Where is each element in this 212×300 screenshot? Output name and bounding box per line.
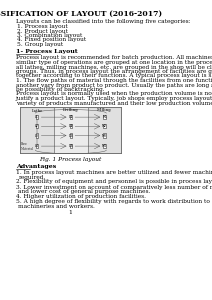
Text: L2: L2: [35, 124, 39, 128]
Text: 4. Higher utilization of production facilities.: 4. Higher utilization of production faci…: [16, 194, 146, 199]
Text: 3. Combination layout: 3. Combination layout: [17, 33, 82, 38]
FancyBboxPatch shape: [36, 134, 38, 138]
Text: 5. A high degree of flexibility with regards to work distribution to: 5. A high degree of flexibility with reg…: [16, 199, 209, 204]
Text: D1: D1: [68, 115, 73, 119]
FancyBboxPatch shape: [103, 144, 106, 148]
Text: Process layout is recommended for batch production. All machines performing: Process layout is recommended for batch …: [16, 56, 212, 61]
FancyBboxPatch shape: [54, 107, 88, 153]
Text: 1. Process layout: 1. Process layout: [17, 24, 67, 29]
Text: L4: L4: [35, 144, 39, 148]
Text: 1: 1: [68, 211, 72, 215]
Text: L3: L3: [35, 134, 39, 137]
FancyBboxPatch shape: [88, 107, 121, 153]
Text: be possibility of backtracking.: be possibility of backtracking.: [16, 87, 104, 92]
Text: M4: M4: [102, 144, 107, 148]
Text: 5. Group layout: 5. Group layout: [17, 42, 63, 47]
Text: 2. Flexibility of equipment and personnel is possible in process layout.: 2. Flexibility of equipment and personne…: [16, 179, 212, 184]
FancyBboxPatch shape: [103, 134, 106, 138]
Text: Milling: Milling: [97, 109, 112, 112]
FancyBboxPatch shape: [103, 124, 106, 128]
FancyBboxPatch shape: [20, 107, 121, 153]
Text: CLASSIFICATION OF LAYOUT (2016-2017): CLASSIFICATION OF LAYOUT (2016-2017): [0, 10, 162, 18]
FancyBboxPatch shape: [36, 124, 38, 128]
Text: 1. The flow paths of material through the facilities from one functional area to: 1. The flow paths of material through th…: [16, 78, 212, 83]
FancyBboxPatch shape: [103, 115, 106, 119]
FancyBboxPatch shape: [70, 144, 72, 148]
Text: variety of products manufactured and their low production volumes.: variety of products manufactured and the…: [16, 100, 212, 106]
Text: Process layout is normally used when the production volume is not sufficient to: Process layout is normally used when the…: [16, 92, 212, 97]
Text: required.: required.: [18, 175, 46, 179]
Text: groups. Thus, in process layout the arrangement of facilities are grouped: groups. Thus, in process layout the arra…: [16, 69, 212, 74]
FancyBboxPatch shape: [36, 144, 38, 148]
Text: 1- Process Layout: 1- Process Layout: [16, 50, 77, 55]
Text: M2: M2: [102, 124, 107, 128]
Text: together according to their functions. A typical process layout is shown in Fig.: together according to their functions. A…: [16, 74, 212, 79]
Text: M1: M1: [102, 115, 107, 119]
FancyBboxPatch shape: [36, 115, 38, 119]
Text: similar type of operations are grouped at one location in the process layout e.g: similar type of operations are grouped a…: [16, 60, 212, 65]
FancyBboxPatch shape: [70, 115, 72, 119]
Text: 3. Lower investment on account of comparatively less number of machines: 3. Lower investment on account of compar…: [16, 184, 212, 190]
Text: Lathe: Lathe: [31, 109, 43, 112]
Text: all lathes, milling machines, etc. are grouped in the shop will be clustered in : all lathes, milling machines, etc. are g…: [16, 64, 212, 70]
FancyBboxPatch shape: [70, 124, 72, 128]
Text: justify a product layout. Typically, job shops employ process layouts due to the: justify a product layout. Typically, job…: [16, 96, 212, 101]
Text: 4. Fixed position layout: 4. Fixed position layout: [17, 38, 86, 43]
Text: Drilling: Drilling: [63, 109, 79, 112]
Text: Advantages: Advantages: [16, 164, 56, 169]
Text: machineries and workers.: machineries and workers.: [18, 203, 95, 208]
FancyBboxPatch shape: [20, 107, 54, 153]
Text: D2: D2: [68, 124, 73, 128]
Text: 2. Product layout: 2. Product layout: [17, 28, 68, 34]
Text: Fig. 1 Process layout: Fig. 1 Process layout: [39, 157, 101, 162]
Text: another vary from product to product. Usually the paths are long and there will: another vary from product to product. Us…: [16, 82, 212, 88]
Text: 1. In process layout machines are better utilized and fewer machines are: 1. In process layout machines are better…: [16, 170, 212, 175]
Text: D3: D3: [68, 134, 73, 137]
Text: L1: L1: [35, 115, 39, 119]
Text: M3: M3: [102, 134, 107, 137]
Text: Layouts can be classified into the following five categories:: Layouts can be classified into the follo…: [16, 19, 190, 24]
Text: and lower cost of general purpose machines.: and lower cost of general purpose machin…: [18, 189, 151, 194]
Text: D4: D4: [68, 144, 73, 148]
FancyBboxPatch shape: [70, 134, 72, 138]
Text: Raw
Material: Raw Material: [21, 142, 34, 151]
